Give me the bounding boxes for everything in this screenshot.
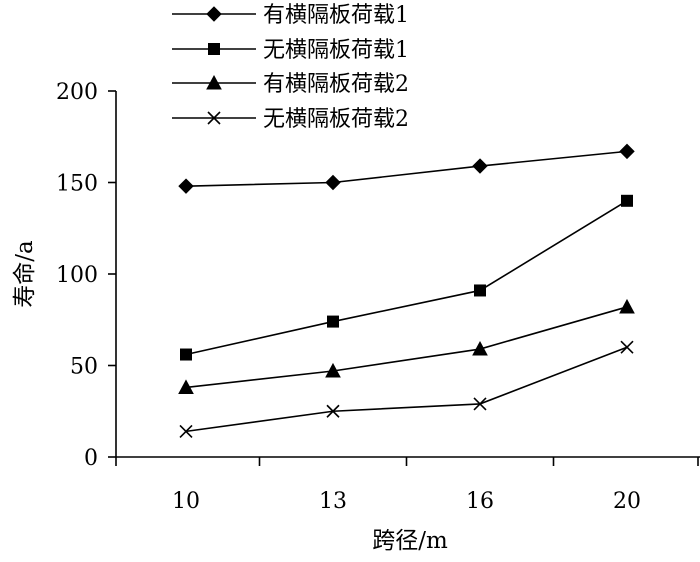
y-axis: 0 50 100 150 200 <box>56 80 117 471</box>
series-1-line <box>185 150 628 187</box>
legend-label: 有横隔板荷载1 <box>263 3 409 28</box>
legend-item: 有横隔板荷载2 <box>172 72 409 97</box>
series-1-point <box>178 178 194 194</box>
series-3-line <box>185 306 628 389</box>
series-2-point <box>474 284 486 297</box>
series-4-point <box>620 340 634 354</box>
legend-label: 无横隔板荷载1 <box>263 38 409 63</box>
series-4 <box>179 340 634 438</box>
y-tick-label: 150 <box>56 172 98 197</box>
x-tick-label: 10 <box>172 489 200 514</box>
x-axis-title: 跨径/m <box>372 528 448 554</box>
series-3-point <box>325 362 341 378</box>
x-tick-label: 20 <box>613 489 641 514</box>
y-axis-title: 寿命/a <box>12 240 38 308</box>
x-axis: 10 13 16 20 <box>115 456 700 514</box>
legend-marker <box>206 74 222 90</box>
plot-area <box>178 143 635 438</box>
series-4-point <box>326 404 340 418</box>
series-2 <box>180 194 633 361</box>
series-2-point <box>621 194 633 207</box>
series-4-line <box>185 346 628 433</box>
series-4-point <box>179 424 193 438</box>
legend-item: 无横隔板荷载1 <box>172 38 409 63</box>
legend-marker <box>208 43 220 55</box>
series-4-point <box>473 397 487 411</box>
series-1 <box>178 143 635 194</box>
x-tick-label: 16 <box>466 489 494 514</box>
series-2-point <box>180 348 192 361</box>
series-3-point <box>619 298 635 314</box>
x-tick-label: 13 <box>319 489 347 514</box>
y-tick-label: 200 <box>56 80 98 105</box>
y-tick-label: 50 <box>70 355 98 380</box>
series-2-line <box>185 200 628 356</box>
y-tick-label: 100 <box>56 263 98 288</box>
legend-marker <box>206 6 222 22</box>
legend-marker <box>207 111 221 125</box>
legend-label: 无横隔板荷载2 <box>263 107 409 132</box>
series-3 <box>178 298 635 394</box>
series-1-point <box>325 174 341 191</box>
series-3-point <box>472 340 488 356</box>
series-3-point <box>178 379 194 394</box>
legend-label: 有横隔板荷载2 <box>263 72 409 97</box>
y-tick-label: 0 <box>84 446 98 471</box>
series-2-point <box>327 315 339 328</box>
legend-item: 有横隔板荷载1 <box>172 3 409 28</box>
series-1-point <box>619 143 635 160</box>
series-1-point <box>472 158 488 174</box>
legend-item: 无横隔板荷载2 <box>172 107 409 132</box>
legend: 有横隔板荷载1 无横隔板荷载1 有横隔板荷载2 无横隔板荷载2 <box>172 3 409 132</box>
